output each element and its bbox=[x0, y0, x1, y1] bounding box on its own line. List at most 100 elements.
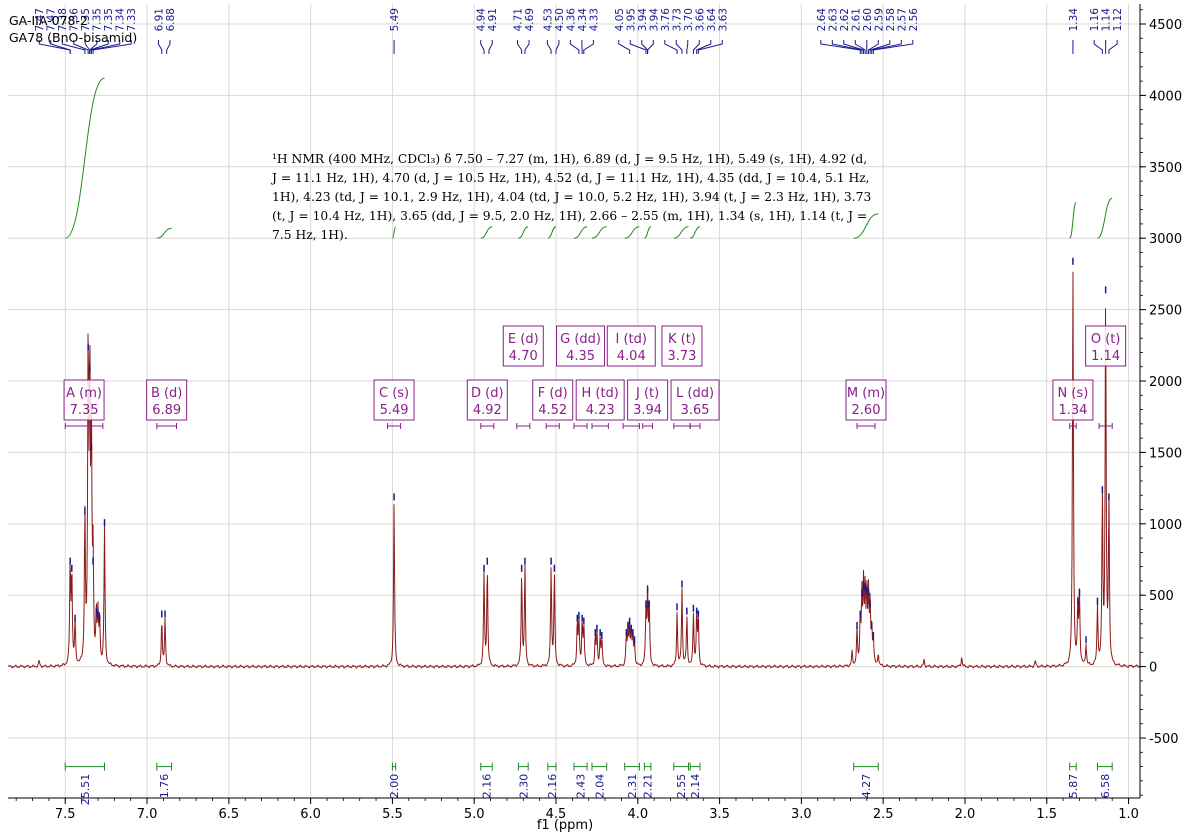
integral-value: 2.14 bbox=[689, 774, 702, 799]
integral-value: 2.43 bbox=[575, 774, 588, 799]
peak-shift-label: 6.88 bbox=[165, 8, 177, 31]
multiplet-shift: 4.52 bbox=[538, 403, 567, 418]
peak-shift-label: 4.50 bbox=[554, 8, 566, 31]
integral-value: 1.76 bbox=[158, 774, 171, 799]
x-tick-label: 2.0 bbox=[955, 807, 976, 822]
peak-label-connector bbox=[158, 40, 161, 54]
peak-shift-label: 4.53 bbox=[542, 8, 554, 31]
peak-label-connector bbox=[570, 40, 579, 54]
integral-value: 5.87 bbox=[1067, 774, 1080, 799]
integral-value: 6.58 bbox=[1099, 774, 1112, 799]
peak-shift-label: 2.62 bbox=[839, 8, 851, 31]
multiplet-shift: 1.34 bbox=[1058, 403, 1087, 418]
multiplet-layer: A (m)7.35B (d)6.89C (s)5.49D (d)4.92E (d… bbox=[64, 326, 1126, 429]
multiplet-label: M (m) bbox=[847, 386, 885, 401]
peak-label-connector bbox=[489, 40, 492, 54]
multiplet-label: H (td) bbox=[581, 386, 618, 401]
multiplet-label: J (t) bbox=[635, 386, 659, 401]
multiplet-shift: 6.89 bbox=[152, 403, 181, 418]
multiplet-shift: 1.14 bbox=[1091, 349, 1120, 364]
peak-label-connector bbox=[1109, 40, 1117, 54]
x-tick-label: 5.0 bbox=[464, 807, 485, 822]
x-tick-label: 4.0 bbox=[627, 807, 648, 822]
peak-shift-label: 4.34 bbox=[577, 8, 589, 32]
peak-shift-label: 1.34 bbox=[1068, 8, 1080, 32]
x-tick-label: 5.5 bbox=[382, 807, 403, 822]
peak-shift-label: 4.69 bbox=[524, 8, 536, 31]
peak-shift-label: 2.64 bbox=[816, 8, 828, 32]
peak-shift-label: 2.56 bbox=[908, 8, 920, 32]
peak-shift-label: 6.91 bbox=[153, 8, 165, 31]
multiplet-label: B (d) bbox=[151, 386, 182, 401]
multiplet-label: E (d) bbox=[508, 332, 539, 347]
integral-value: 2.00 bbox=[388, 774, 401, 799]
x-tick-label: 3.5 bbox=[709, 807, 730, 822]
integral-curve bbox=[65, 78, 104, 238]
x-tick-label: 2.5 bbox=[873, 807, 894, 822]
y-tick-label: 2500 bbox=[1149, 304, 1182, 319]
multiplet-shift: 4.70 bbox=[509, 349, 538, 364]
x-tick-label: 1.0 bbox=[1118, 807, 1139, 822]
x-tick-label: 6.0 bbox=[300, 807, 321, 822]
peak-label-connector bbox=[481, 40, 484, 54]
integral-value: 2.55 bbox=[675, 774, 688, 799]
integral-value: 4.27 bbox=[860, 774, 873, 799]
nmr-summary-text: ¹H NMR (400 MHz, CDCl₃) δ 7.50 – 7.27 (m… bbox=[272, 150, 872, 245]
x-tick-label: 7.0 bbox=[137, 807, 158, 822]
peak-label-connector bbox=[872, 40, 902, 54]
peak-label-connector bbox=[619, 40, 630, 54]
peak-shift-label: 3.70 bbox=[683, 8, 695, 31]
peak-shift-label: 2.61 bbox=[850, 8, 862, 31]
x-tick-label: 6.5 bbox=[218, 807, 239, 822]
y-tick-label: 2000 bbox=[1149, 375, 1182, 390]
peak-label-connector bbox=[1094, 40, 1102, 54]
integral-value: 25.51 bbox=[79, 774, 92, 806]
peak-label-connector bbox=[642, 40, 648, 54]
peak-label-connector bbox=[832, 40, 862, 54]
peak-label-connector bbox=[584, 40, 594, 54]
integral-value: 2.16 bbox=[546, 774, 559, 799]
multiplet-shift: 2.60 bbox=[852, 403, 881, 418]
spectrum-layer bbox=[8, 258, 1140, 668]
peak-shift-label: 2.60 bbox=[862, 8, 874, 31]
x-axis-label: f1 (ppm) bbox=[537, 818, 593, 833]
peak-label-connector bbox=[525, 40, 529, 54]
sample-name: GA78 (BnO-bisamid) bbox=[9, 29, 137, 46]
peak-shift-label: 3.64 bbox=[706, 8, 718, 32]
peak-shift-label: 3.94 bbox=[637, 8, 649, 32]
multiplet-shift: 4.92 bbox=[473, 403, 502, 418]
peak-shift-label: 2.57 bbox=[896, 8, 908, 31]
multiplet-shift: 3.94 bbox=[633, 403, 662, 418]
multiplet-label: O (t) bbox=[1091, 332, 1121, 347]
peak-shift-label: 4.33 bbox=[588, 8, 600, 31]
peak-shift-label: 4.91 bbox=[487, 8, 499, 31]
y-tick-label: 4000 bbox=[1149, 89, 1182, 104]
peak-shift-label: 3.94 bbox=[648, 8, 660, 32]
integral-value: 2.31 bbox=[626, 774, 639, 799]
peak-shift-label: 1.14 bbox=[1101, 8, 1113, 32]
peak-label-connector bbox=[518, 40, 522, 54]
integral-curve bbox=[1097, 198, 1112, 238]
y-tick-label: 0 bbox=[1149, 661, 1157, 676]
peak-shift-label: 2.58 bbox=[885, 8, 897, 31]
peak-shift-label: 3.73 bbox=[671, 8, 683, 31]
peak-shift-label: 4.05 bbox=[614, 8, 626, 31]
peak-shift-label: 2.59 bbox=[873, 8, 885, 31]
peak-shift-label: 1.16 bbox=[1089, 8, 1101, 32]
y-tick-label: 500 bbox=[1149, 589, 1174, 604]
multiplet-shift: 4.35 bbox=[566, 349, 595, 364]
peak-shift-label: 4.94 bbox=[476, 8, 488, 32]
multiplet-label: D (d) bbox=[471, 386, 504, 401]
sample-id: GA-IIA-078-2 bbox=[9, 12, 137, 29]
peak-shift-label: 4.36 bbox=[565, 8, 577, 32]
y-tick-label: 1000 bbox=[1149, 518, 1182, 533]
peak-shift-label: 1.12 bbox=[1112, 8, 1124, 31]
x-tick-label: 3.0 bbox=[791, 807, 812, 822]
integral-value: 2.21 bbox=[642, 774, 655, 799]
peak-shift-label: 5.49 bbox=[389, 8, 401, 31]
y-tick-label: 3500 bbox=[1149, 161, 1182, 176]
y-tick-label: 4500 bbox=[1149, 18, 1182, 33]
peak-shift-label: 3.63 bbox=[717, 8, 729, 31]
